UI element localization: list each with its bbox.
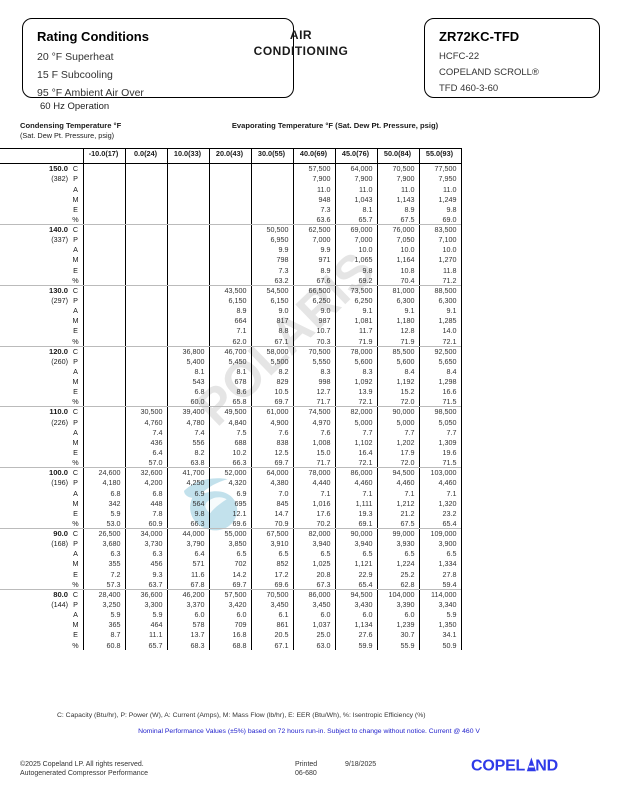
svg-text:COPEL: COPEL xyxy=(471,757,526,774)
svg-text:ND: ND xyxy=(535,757,558,774)
